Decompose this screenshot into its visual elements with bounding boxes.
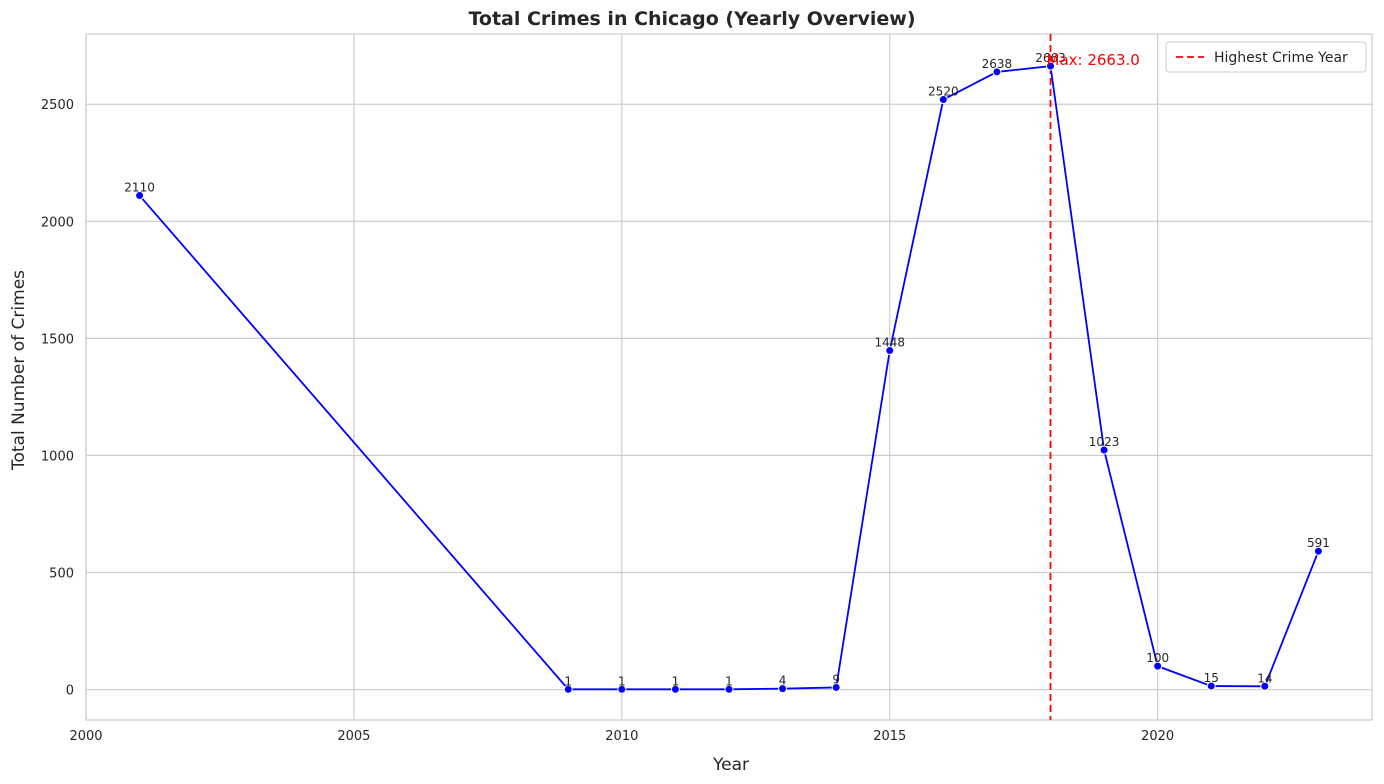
y-tick-label: 1500 — [41, 332, 74, 347]
data-point — [135, 191, 145, 201]
data-point — [1153, 661, 1163, 671]
data-label: 2520 — [928, 85, 959, 99]
data-label: 1023 — [1089, 435, 1120, 449]
legend-entry-label: Highest Crime Year — [1214, 50, 1348, 66]
data-label: 2638 — [982, 57, 1013, 71]
data-label: 4 — [779, 674, 787, 688]
grid — [85, 34, 1372, 720]
y-tick-label: 2000 — [41, 215, 74, 230]
data-point — [617, 684, 627, 694]
legend: Highest Crime Year — [1165, 41, 1367, 73]
x-tick-label: 2015 — [873, 729, 906, 744]
data-label: 1 — [618, 674, 626, 688]
data-point — [831, 682, 841, 692]
data-point — [1206, 681, 1216, 691]
data-label: 2110 — [124, 181, 155, 195]
x-tick-label: 2020 — [1141, 729, 1174, 744]
data-label: 1 — [672, 674, 680, 688]
series-line — [138, 65, 1320, 691]
data-label: 1 — [564, 674, 572, 688]
data-label: 14 — [1257, 671, 1272, 685]
data-label: 591 — [1307, 536, 1330, 550]
y-tick-label: 500 — [49, 566, 74, 581]
data-point — [938, 95, 948, 105]
data-point — [563, 684, 573, 694]
x-tick-label: 2000 — [69, 729, 102, 744]
data-point — [724, 684, 734, 694]
data-point — [1046, 61, 1055, 71]
chart-title: Total Crimes in Chicago (Yearly Overview… — [468, 8, 915, 30]
y-tick-label: 0 — [66, 684, 74, 699]
x-tick-label: 2005 — [337, 729, 370, 744]
x-tick-label: 2010 — [605, 729, 638, 744]
y-tick-label: 2500 — [41, 98, 74, 113]
data-label: 1 — [725, 674, 733, 688]
data-point — [1099, 445, 1109, 455]
data-label: 9 — [832, 672, 840, 686]
data-point — [1313, 546, 1323, 556]
data-point — [670, 684, 680, 694]
data-point — [885, 346, 895, 356]
legend-box — [1165, 41, 1367, 73]
data-label: 2663 — [1035, 51, 1066, 65]
y-axis-label: Total Number of Crimes — [9, 270, 29, 471]
data-point — [992, 67, 1002, 77]
max-annotation: Max: 2663.0 — [1047, 51, 1140, 69]
plot-frame — [85, 33, 1373, 721]
y-tick-label: 1000 — [41, 449, 74, 464]
axis-ticks: 2000 2005 2010 2015 2020 0 500 1000 1500 2000 2500 — [41, 98, 1174, 744]
x-axis-label: Year — [712, 755, 749, 775]
data-label: 1448 — [874, 336, 905, 350]
data-point — [1260, 681, 1270, 691]
data-label: 100 — [1146, 651, 1169, 665]
data-label: 15 — [1204, 671, 1219, 685]
data-point — [778, 684, 788, 694]
data-points — [135, 61, 1323, 694]
